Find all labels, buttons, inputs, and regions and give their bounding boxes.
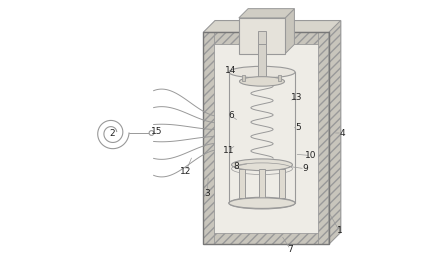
Polygon shape [329, 20, 341, 244]
Bar [258, 44, 266, 81]
Ellipse shape [232, 159, 293, 171]
Text: 9: 9 [302, 164, 308, 173]
Text: 10: 10 [304, 151, 316, 160]
Bar [203, 32, 214, 244]
Text: 14: 14 [225, 66, 237, 75]
Bar [239, 169, 245, 198]
Ellipse shape [240, 77, 285, 86]
Text: 7: 7 [288, 245, 293, 254]
Text: 5: 5 [296, 123, 301, 132]
Ellipse shape [229, 66, 295, 78]
Text: 8: 8 [233, 161, 239, 171]
Text: 15: 15 [151, 127, 162, 136]
Bar [278, 75, 281, 81]
Bar [214, 44, 318, 233]
Polygon shape [285, 9, 294, 54]
Text: 6: 6 [228, 111, 234, 120]
Text: 11: 11 [223, 146, 234, 155]
Polygon shape [329, 20, 341, 244]
Polygon shape [203, 20, 341, 32]
Bar [318, 32, 329, 244]
Polygon shape [239, 9, 294, 18]
Bar [239, 18, 285, 54]
Bar [242, 75, 245, 81]
Bar [203, 32, 329, 244]
Ellipse shape [229, 197, 295, 209]
Text: 2: 2 [109, 128, 115, 138]
Bar [203, 32, 329, 44]
Ellipse shape [229, 198, 295, 209]
Bar [279, 169, 285, 198]
Text: 12: 12 [180, 167, 191, 176]
Text: 13: 13 [291, 93, 303, 102]
Text: 4: 4 [339, 128, 345, 138]
Bar [258, 31, 266, 44]
Bar [203, 233, 329, 244]
Bar [259, 169, 265, 198]
Circle shape [149, 131, 154, 135]
Text: 3: 3 [204, 189, 210, 198]
Text: 1: 1 [336, 226, 342, 235]
